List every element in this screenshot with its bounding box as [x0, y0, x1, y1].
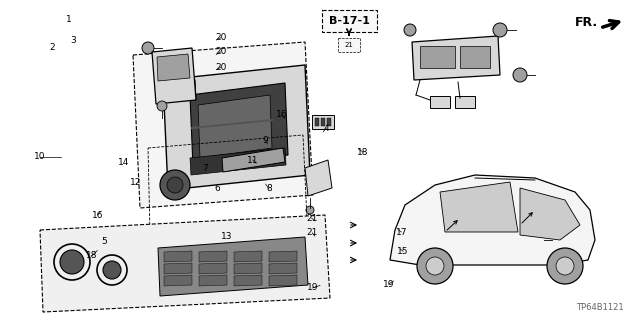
Text: 9: 9 [263, 136, 268, 145]
Text: FR.: FR. [575, 15, 598, 28]
Polygon shape [158, 237, 308, 296]
Text: 15: 15 [397, 247, 409, 256]
Polygon shape [164, 263, 192, 274]
Polygon shape [40, 215, 330, 312]
Text: 16: 16 [92, 211, 103, 220]
Polygon shape [164, 275, 192, 286]
Text: 19: 19 [383, 280, 394, 289]
Polygon shape [476, 224, 510, 254]
Bar [312, 115, 334, 129]
Text: 18: 18 [86, 252, 97, 260]
Text: 10: 10 [34, 152, 45, 161]
Circle shape [157, 101, 167, 111]
Text: 2: 2 [50, 43, 55, 52]
Polygon shape [198, 95, 272, 158]
Circle shape [493, 23, 507, 37]
Polygon shape [234, 275, 262, 286]
Bar [322, 10, 377, 32]
Text: 18: 18 [357, 148, 369, 156]
Bar [455, 96, 475, 108]
Text: 17: 17 [396, 228, 407, 236]
Text: B-17-1: B-17-1 [328, 16, 369, 26]
Polygon shape [190, 83, 288, 167]
Text: 20: 20 [215, 63, 227, 72]
Bar [170, 87, 190, 97]
Text: 3: 3 [71, 36, 76, 44]
Text: 16: 16 [276, 110, 287, 119]
Polygon shape [199, 275, 227, 286]
Polygon shape [163, 65, 310, 190]
Polygon shape [269, 263, 297, 274]
Text: 19: 19 [307, 284, 318, 292]
Polygon shape [234, 251, 262, 262]
Circle shape [532, 234, 544, 246]
Text: TP64B1121: TP64B1121 [576, 303, 624, 313]
Text: 20: 20 [215, 47, 227, 56]
Text: 7: 7 [202, 164, 207, 172]
Circle shape [556, 257, 574, 275]
Polygon shape [165, 80, 196, 102]
Text: 11: 11 [247, 156, 259, 164]
Polygon shape [133, 42, 313, 208]
Bar [420, 46, 455, 68]
Bar [327, 118, 331, 126]
Polygon shape [190, 148, 286, 175]
Circle shape [547, 248, 583, 284]
Polygon shape [269, 275, 297, 286]
Text: 13: 13 [221, 232, 233, 241]
Bar [338, 38, 360, 52]
Bar [321, 118, 325, 126]
Polygon shape [390, 175, 595, 265]
Polygon shape [222, 148, 285, 172]
Circle shape [513, 68, 527, 82]
Bar [430, 96, 450, 108]
Circle shape [60, 250, 84, 274]
Text: 8: 8 [266, 184, 271, 193]
Polygon shape [520, 188, 580, 240]
Text: 20: 20 [215, 33, 227, 42]
Text: 14: 14 [118, 158, 129, 167]
Bar [478, 244, 506, 252]
Text: 1: 1 [67, 15, 72, 24]
Polygon shape [164, 251, 192, 262]
Text: 21: 21 [307, 228, 318, 237]
Circle shape [426, 257, 444, 275]
Text: 5: 5 [102, 237, 107, 246]
Polygon shape [412, 36, 500, 80]
Polygon shape [199, 251, 227, 262]
Circle shape [160, 170, 190, 200]
Polygon shape [440, 182, 518, 232]
Text: 12: 12 [130, 178, 141, 187]
Circle shape [103, 261, 121, 279]
Polygon shape [199, 263, 227, 274]
Polygon shape [305, 160, 332, 196]
Bar [315, 118, 319, 126]
Circle shape [306, 206, 314, 214]
Circle shape [167, 177, 183, 193]
Bar [460, 46, 490, 68]
Text: 6: 6 [215, 184, 220, 193]
Bar [478, 232, 506, 240]
Polygon shape [470, 212, 516, 264]
Polygon shape [152, 48, 196, 104]
Polygon shape [269, 251, 297, 262]
Circle shape [404, 24, 416, 36]
Polygon shape [157, 54, 190, 81]
Text: 21: 21 [344, 42, 353, 48]
Polygon shape [234, 263, 262, 274]
Circle shape [142, 42, 154, 54]
Circle shape [417, 248, 453, 284]
Text: 21: 21 [306, 214, 317, 223]
Text: 4: 4 [324, 124, 329, 132]
